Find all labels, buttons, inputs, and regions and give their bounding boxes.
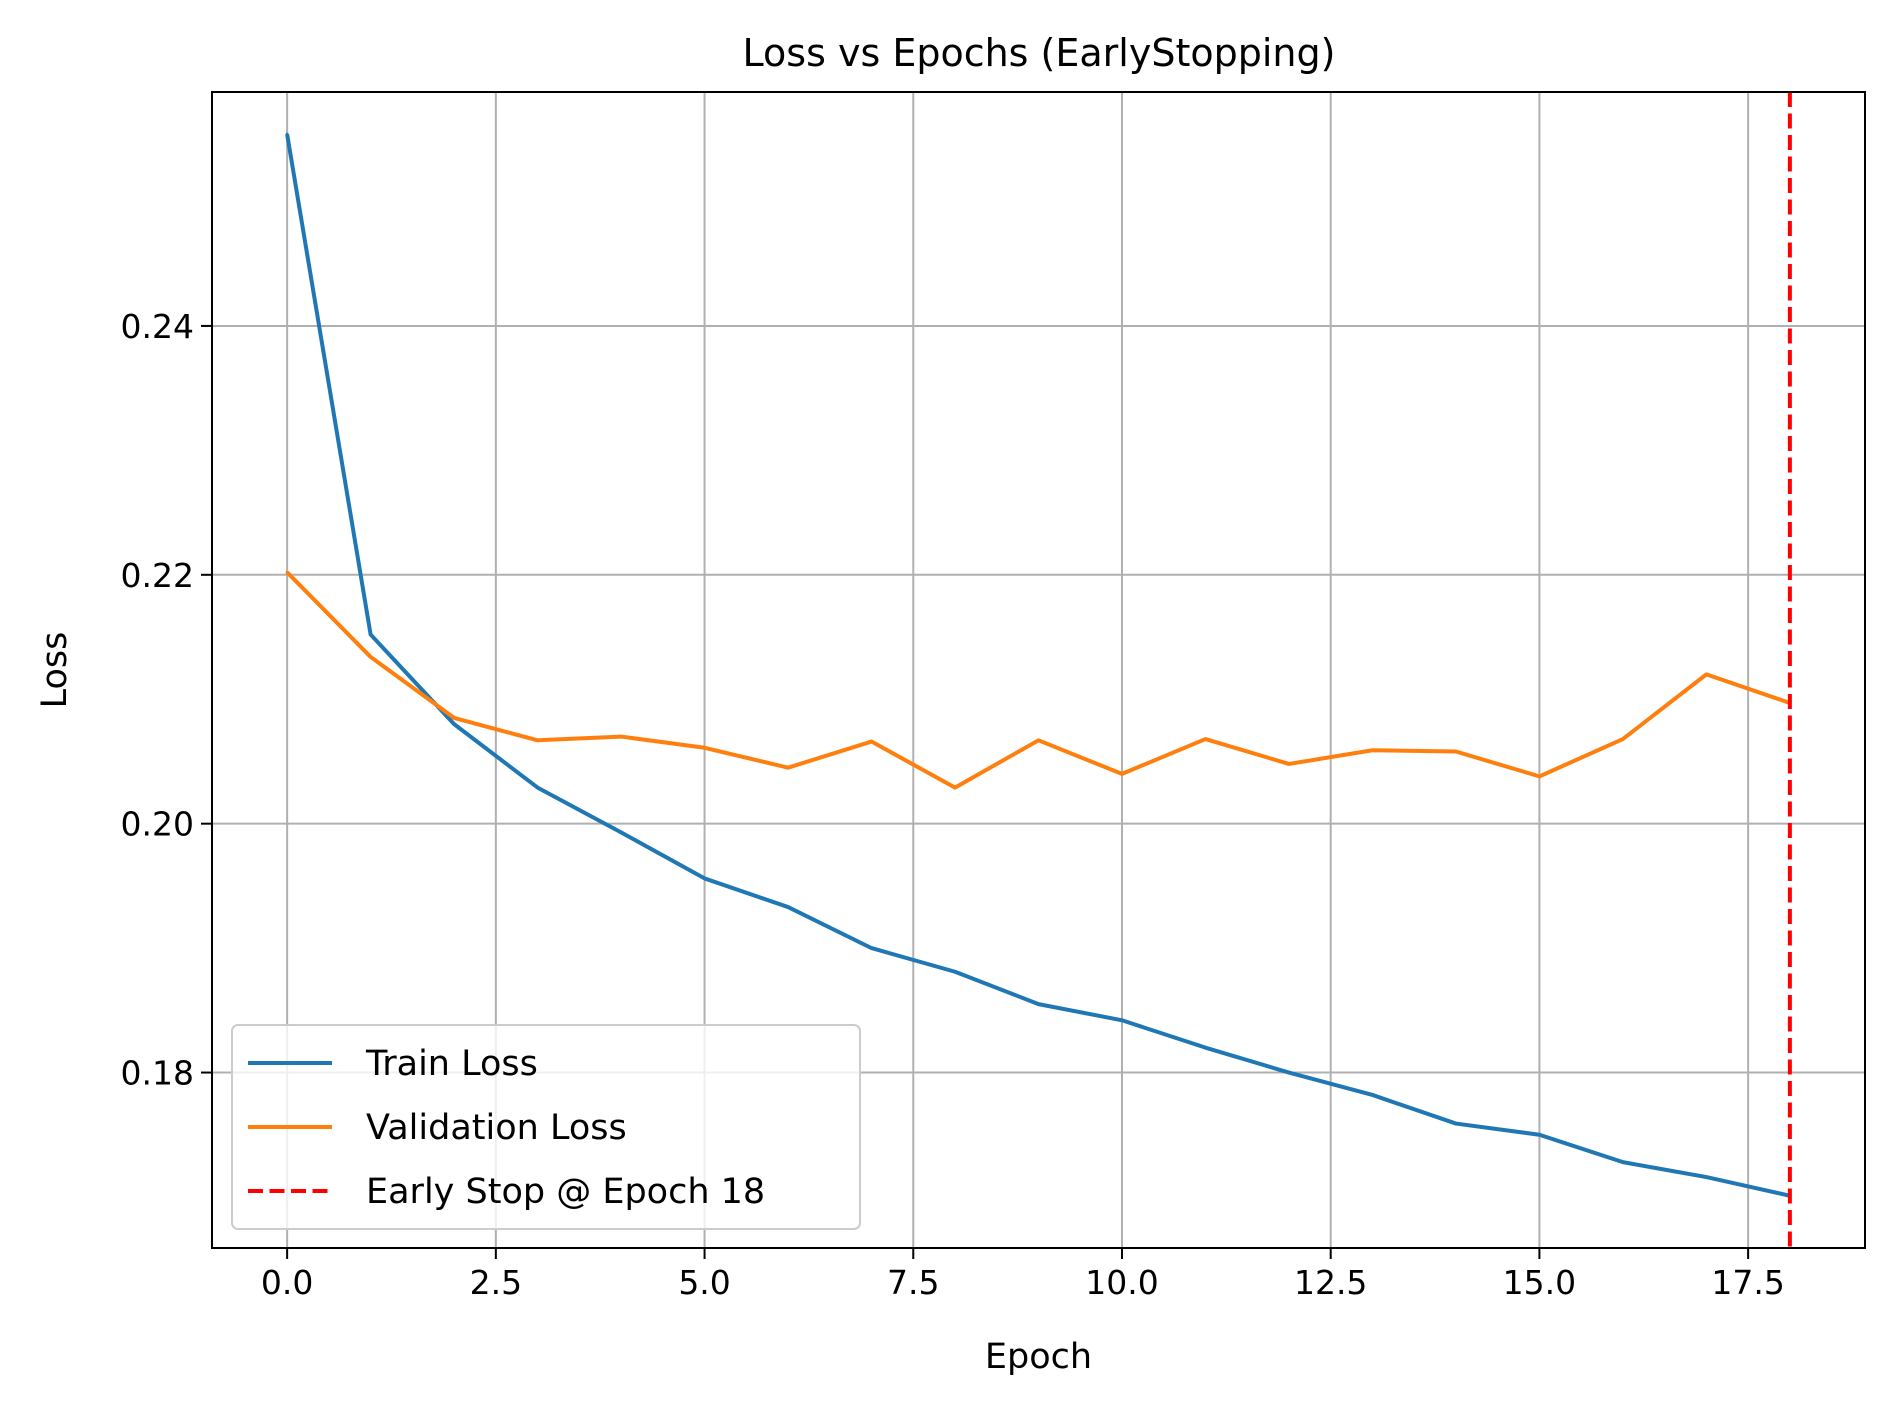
data-point xyxy=(870,740,874,744)
data-point xyxy=(1704,672,1708,676)
data-point xyxy=(536,738,540,742)
legend-label: Train Loss xyxy=(365,1044,538,1084)
chart-title: Loss vs Epochs (EarlyStopping) xyxy=(743,31,1336,75)
data-point xyxy=(1454,750,1458,754)
x-tick-label: 10.0 xyxy=(1085,1263,1158,1302)
legend-label: Validation Loss xyxy=(366,1108,627,1148)
data-point xyxy=(619,830,623,834)
data-point xyxy=(1037,1002,1040,1006)
data-point xyxy=(1537,1133,1541,1137)
x-tick-label: 5.0 xyxy=(678,1263,730,1302)
x-tick-label: 2.5 xyxy=(470,1263,522,1302)
data-point xyxy=(452,716,456,720)
legend-entry: Early Stop @ Epoch 18 xyxy=(248,1172,765,1212)
data-point xyxy=(536,786,540,790)
data-point xyxy=(1287,1071,1291,1075)
data-point xyxy=(703,746,707,750)
series-validation-loss xyxy=(285,570,1792,790)
x-tick-label: 0.0 xyxy=(261,1263,313,1302)
legend-entry: Validation Loss xyxy=(248,1108,627,1148)
x-tick-label: 17.5 xyxy=(1711,1263,1784,1302)
data-point xyxy=(786,766,790,770)
data-point xyxy=(1203,1046,1207,1050)
y-axis-label: Loss xyxy=(35,632,75,709)
data-point xyxy=(1370,1093,1374,1097)
legend-entry: Train Loss xyxy=(248,1044,538,1084)
legend-label: Early Stop @ Epoch 18 xyxy=(366,1172,765,1212)
data-point xyxy=(1454,1122,1458,1126)
y-tick-label: 0.18 xyxy=(121,1054,194,1093)
legend: Train Loss Validation Loss Early Stop @ Ep… xyxy=(231,1024,861,1230)
y-axis-ticks: 0.18 0.20 0.22 0.24 xyxy=(121,307,212,1093)
y-tick-label: 0.20 xyxy=(121,805,194,844)
y-tick-label: 0.22 xyxy=(121,556,194,595)
data-point xyxy=(1370,748,1374,752)
plot-frame xyxy=(211,91,1866,1249)
data-point xyxy=(786,905,790,909)
data-point xyxy=(285,570,289,574)
data-point xyxy=(1621,737,1625,741)
data-point xyxy=(1037,738,1040,742)
data-point xyxy=(1120,772,1124,776)
data-point xyxy=(285,132,289,136)
x-axis-label: Epoch xyxy=(985,1337,1092,1377)
data-point xyxy=(369,633,373,637)
x-tick-label: 15.0 xyxy=(1503,1263,1576,1302)
plot-series xyxy=(285,132,1792,1198)
data-point xyxy=(619,735,623,739)
data-point xyxy=(703,876,707,880)
x-tick-label: 12.5 xyxy=(1294,1263,1367,1302)
data-point xyxy=(1704,1175,1708,1179)
data-point xyxy=(953,786,957,790)
data-point xyxy=(1287,762,1291,766)
data-point xyxy=(452,722,456,726)
data-point xyxy=(1120,1018,1124,1022)
x-axis-ticks: 0.0 2.5 5.0 7.5 10.0 12.5 15.0 17.5 xyxy=(261,1248,1785,1302)
data-point xyxy=(1621,1160,1625,1164)
legend-box xyxy=(231,1024,861,1230)
data-point xyxy=(870,946,874,950)
data-point xyxy=(953,970,957,974)
data-point xyxy=(369,655,373,659)
y-tick-label: 0.24 xyxy=(121,307,194,346)
data-point xyxy=(1203,737,1207,741)
data-point xyxy=(1537,774,1541,778)
x-tick-label: 7.5 xyxy=(887,1263,939,1302)
